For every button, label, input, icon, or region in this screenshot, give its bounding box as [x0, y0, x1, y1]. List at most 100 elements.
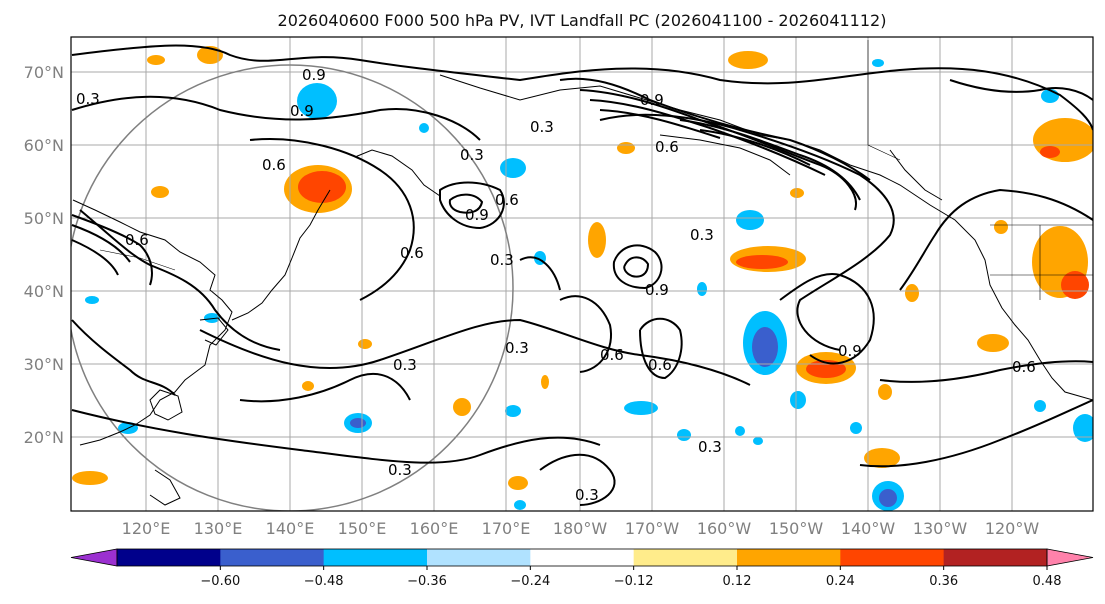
colorbar-outline: [116, 548, 1048, 567]
anomaly-blob: [752, 327, 778, 367]
colorbar-tick-label: −0.60: [200, 574, 240, 589]
lon-label: 140°E: [266, 519, 315, 538]
colorbar: −0.60 −0.48 −0.36 −0.24 −0.12 0.12 0.24 0.36 0.4…: [70, 548, 1094, 589]
contour-label: 0.3: [460, 146, 484, 164]
contour-label: 0.6: [495, 191, 519, 209]
gridlines: [71, 37, 1093, 511]
contour-label: 0.3: [490, 251, 514, 269]
lat-label: 30°N: [24, 355, 64, 374]
contour-label: 0.6: [600, 346, 624, 364]
map-panel: 0.3 0.6 0.9 0.3 0.6 0.3 0.9 0.6 0.3 0.6 …: [70, 36, 1094, 512]
longitude-labels: 120°E 130°E 140°E 150°E 160°E 170°E 180°…: [122, 519, 1040, 538]
lon-label: 150°W: [769, 519, 824, 538]
contour-label: 0.3: [690, 226, 714, 244]
colorbar-segment: [943, 549, 1048, 566]
lon-label: 120°E: [122, 519, 171, 538]
anomaly-blob: [1040, 146, 1060, 158]
colorbar-segment: [530, 549, 635, 566]
figure-title: 2026040600 F000 500 hPa PV, IVT Landfall…: [278, 11, 887, 30]
landfall-region-circle: [71, 64, 514, 511]
colorbar-segment: [840, 549, 945, 566]
anomaly-blob: [905, 284, 919, 302]
anomaly-blob: [790, 391, 806, 409]
anomaly-blob: [419, 123, 429, 133]
anomaly-blob: [1061, 271, 1089, 299]
colorbar-segment: [117, 549, 221, 566]
anomaly-blob: [500, 158, 526, 178]
colorbar-tick-label: −0.48: [304, 574, 344, 589]
anomaly-blob: [151, 186, 169, 198]
contour-label: 0.9: [645, 281, 669, 299]
contour-label: 0.9: [640, 91, 664, 109]
anomaly-blob: [736, 255, 788, 269]
lat-label: 70°N: [24, 63, 64, 82]
anomaly-blob: [735, 426, 745, 436]
contour-labels: 0.3 0.6 0.9 0.3 0.6 0.3 0.9 0.6 0.3 0.6 …: [76, 66, 1036, 504]
lat-label: 20°N: [24, 428, 64, 447]
colorbar-extend-high: [1046, 548, 1094, 567]
anomaly-blob: [977, 334, 1009, 352]
contour-label: 0.6: [655, 138, 679, 156]
lat-label: 50°N: [24, 209, 64, 228]
map-frame: [70, 36, 1094, 512]
coastlines: [72, 74, 1093, 506]
contour-label: 0.3: [575, 486, 599, 504]
anomaly-blob: [677, 429, 691, 441]
contour-label: 0.3: [698, 438, 722, 456]
anomaly-blob: [508, 476, 528, 490]
lon-label: 170°E: [482, 519, 531, 538]
anomaly-blob: [624, 401, 658, 415]
anomaly-blob: [697, 282, 707, 296]
anomaly-blob: [298, 171, 346, 203]
anomaly-blob: [994, 220, 1008, 234]
contour-label: 0.6: [125, 231, 149, 249]
colorbar-segment: [427, 549, 531, 566]
contour-label: 0.6: [262, 156, 286, 174]
colorbar-segment: [737, 549, 841, 566]
contour-label: 0.9: [838, 342, 862, 360]
negative-anomaly-shading: [85, 59, 1093, 511]
colorbar-segment: [633, 549, 738, 566]
contour-label: 0.6: [400, 244, 424, 262]
anomaly-blob: [147, 55, 165, 65]
anomaly-blob: [736, 210, 764, 230]
map-background: [71, 37, 1093, 511]
positive-anomaly-shading: [72, 46, 1093, 490]
political-borders: [99, 40, 1093, 300]
pv-contours: [71, 44, 1093, 506]
colorbar-segment: [323, 549, 428, 566]
anomaly-blob: [878, 384, 892, 400]
contour-label: 0.3: [388, 461, 412, 479]
anomaly-blob: [358, 339, 372, 349]
contour-label: 0.3: [393, 356, 417, 374]
colorbar-tick-label: 0.48: [1033, 574, 1062, 589]
anomaly-blob: [72, 471, 108, 485]
lon-label: 130°E: [194, 519, 243, 538]
colorbar-tick-label: −0.36: [407, 574, 447, 589]
colorbar-segment: [220, 549, 325, 566]
lon-label: 180°W: [553, 519, 608, 538]
anomaly-blob: [1034, 400, 1046, 412]
anomaly-blob: [453, 398, 471, 416]
anomaly-blob: [879, 489, 897, 507]
anomaly-blob: [85, 296, 99, 304]
anomaly-blob: [541, 375, 549, 389]
anomaly-blob: [728, 51, 768, 69]
anomaly-blob: [1073, 414, 1093, 442]
anomaly-blob: [297, 83, 337, 119]
anomaly-blob: [588, 222, 606, 258]
contour-label: 0.6: [1012, 358, 1036, 376]
contour-label: 0.9: [302, 66, 326, 84]
colorbar-tick-label: −0.12: [614, 574, 654, 589]
anomaly-blob: [505, 405, 521, 417]
anomaly-blob: [617, 142, 635, 154]
anomaly-blob: [514, 500, 526, 510]
contour-label: 0.3: [76, 90, 100, 108]
contour-label: 0.6: [648, 356, 672, 374]
anomaly-blob: [350, 418, 366, 428]
lat-label: 40°N: [24, 282, 64, 301]
contour-label: 0.3: [505, 339, 529, 357]
colorbar-tick-label: 0.12: [723, 574, 752, 589]
lon-label: 140°W: [841, 519, 896, 538]
contour-label: 0.3: [530, 118, 554, 136]
